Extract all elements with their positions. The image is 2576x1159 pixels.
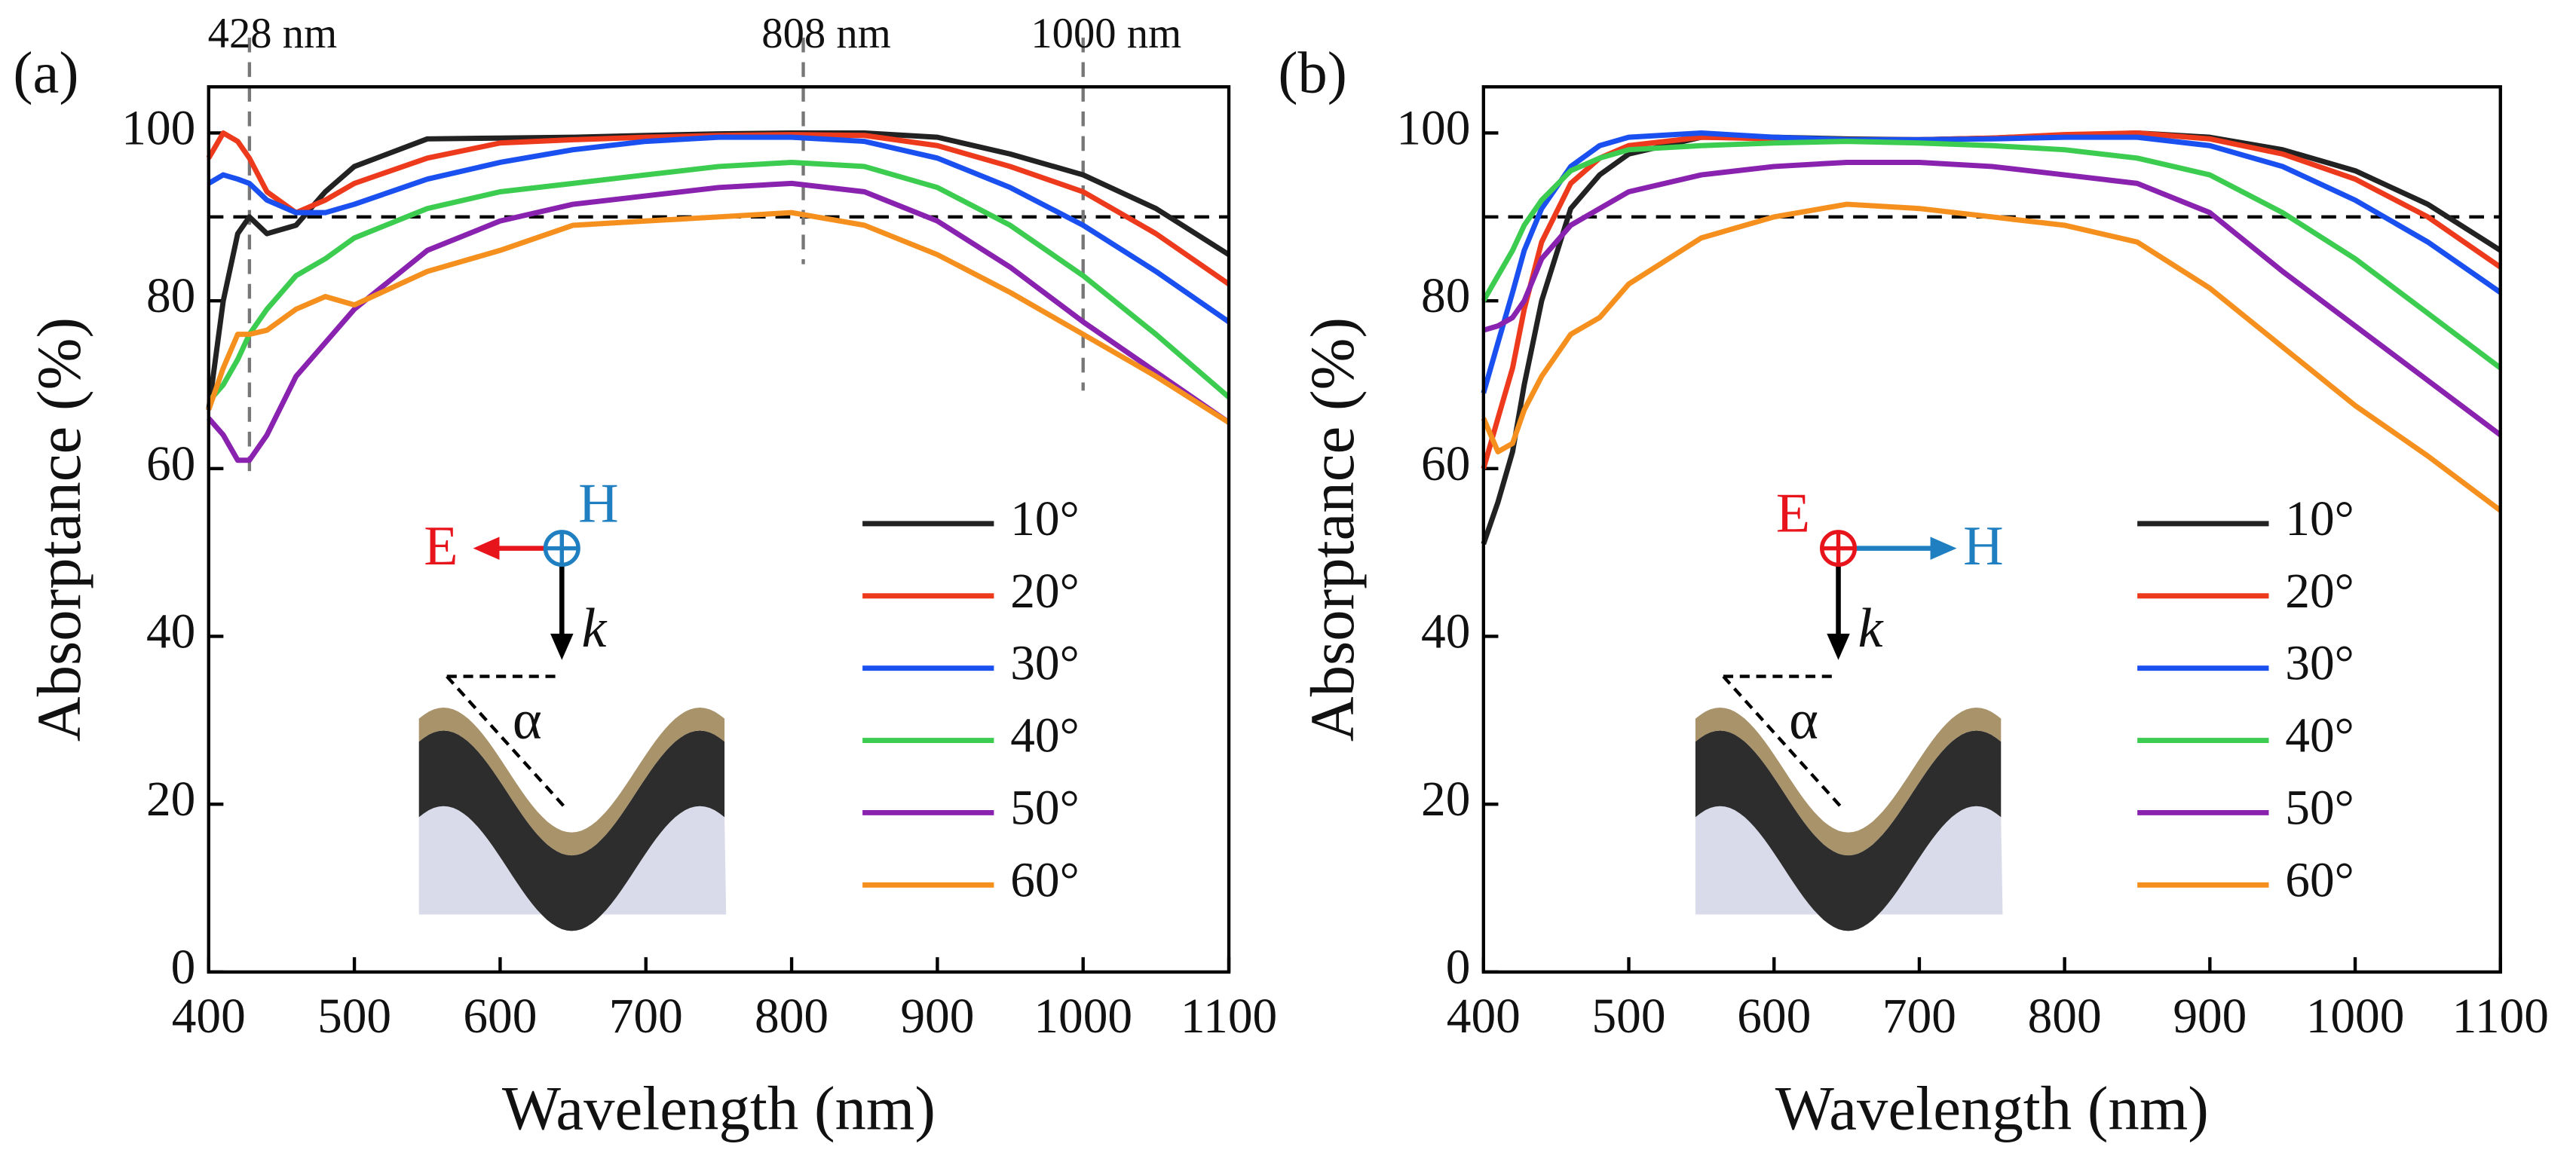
legend-label: 10° [2285, 492, 2354, 546]
x-tick-label: 800 [2028, 989, 2102, 1044]
wavelength-label: 808 nm [761, 11, 891, 57]
absorber-layer [1695, 730, 2002, 931]
x-tick-label: 1100 [2452, 989, 2549, 1044]
y-tick-label: 100 [121, 101, 195, 155]
legend-label: 10° [1010, 492, 1080, 546]
h-arrowhead [1930, 537, 1957, 560]
y-tick-label: 60 [146, 437, 195, 491]
y-tick-label: 40 [1421, 604, 1470, 659]
e-symbol-cross [1821, 531, 1855, 565]
e-arrowhead [473, 537, 500, 560]
wavelength-label: 428 nm [208, 11, 338, 57]
x-tick-label: 600 [1737, 989, 1811, 1044]
panel-label: (b) [1278, 39, 1346, 105]
x-tick-label: 1100 [1181, 989, 1277, 1044]
x-tick-label: 500 [317, 989, 391, 1044]
data-line [1481, 130, 2502, 469]
y-tick-label: 20 [1421, 772, 1470, 827]
inset-label: E [424, 515, 458, 577]
data-line [207, 180, 1231, 463]
x-tick-label: 900 [2173, 989, 2247, 1044]
data-line [1482, 159, 2502, 438]
x-tick-label: 800 [755, 989, 829, 1044]
y-axis-label: Absorptance (%) [24, 317, 93, 742]
data-line [1481, 201, 2502, 513]
inset-label: k [1858, 598, 1884, 659]
inset-label: k [581, 598, 607, 659]
x-tick-label: 400 [172, 989, 246, 1044]
legend-label: 40° [2285, 709, 2354, 763]
legend-label: 60° [1010, 853, 1080, 907]
x-tick-label: 900 [900, 989, 974, 1044]
k-arrowhead [550, 633, 574, 660]
coating-layer [1695, 707, 2002, 856]
legend-label: 30° [1010, 637, 1080, 691]
data-line [206, 130, 1231, 286]
substrate [1695, 806, 2003, 931]
wavelength-label: 1000 nm [1031, 11, 1181, 57]
y-tick-label: 80 [1421, 269, 1470, 323]
substrate [418, 806, 727, 931]
legend-label: 50° [1010, 781, 1080, 835]
h-symbol-cross [545, 531, 579, 565]
y-tick-label: 0 [1446, 940, 1471, 995]
y-axis-label: Absorptance (%) [1297, 317, 1367, 742]
data-line [206, 209, 1230, 425]
legend-label: 30° [2285, 637, 2354, 691]
legend-label: 60° [2285, 853, 2354, 907]
x-tick-label: 700 [609, 989, 683, 1044]
y-tick-label: 60 [1421, 437, 1470, 491]
k-arrowhead [1827, 633, 1850, 660]
data-line [207, 134, 1231, 324]
y-tick-label: 80 [146, 269, 195, 323]
x-tick-label: 400 [1447, 989, 1521, 1044]
inset-label: H [578, 472, 619, 534]
y-tick-label: 20 [146, 772, 195, 827]
inset-label: H [1963, 515, 2004, 577]
y-tick-label: 0 [171, 940, 196, 995]
x-tick-label: 1000 [2306, 989, 2405, 1044]
legend-label: 20° [1010, 564, 1080, 619]
y-tick-label: 40 [146, 604, 195, 659]
legend-label: 50° [2285, 781, 2354, 835]
angle-guide [1722, 674, 1845, 811]
data-line [207, 159, 1231, 404]
x-axis-label: Wavelength (nm) [502, 1073, 936, 1142]
plot-frame [1481, 85, 2502, 974]
x-tick-label: 500 [1592, 989, 1666, 1044]
x-tick-label: 1000 [1034, 989, 1132, 1044]
y-tick-label: 100 [1396, 101, 1470, 155]
angle-guide [446, 674, 568, 811]
panel-label: (a) [13, 39, 78, 105]
data-line [1481, 139, 2502, 371]
coating-layer [418, 707, 725, 856]
absorber-layer [418, 730, 725, 931]
x-tick-label: 700 [1882, 989, 1956, 1044]
inset-label: E [1776, 482, 1810, 544]
inset-label: α [1789, 690, 1818, 751]
data-line [206, 130, 1230, 411]
legend-label: 20° [2285, 564, 2354, 619]
x-tick-label: 600 [463, 989, 537, 1044]
data-line [1481, 130, 2502, 394]
inset-label: α [513, 690, 542, 751]
plot-frame [207, 85, 1231, 974]
legend-label: 40° [1010, 709, 1080, 763]
x-axis-label: Wavelength (nm) [1775, 1073, 2209, 1142]
